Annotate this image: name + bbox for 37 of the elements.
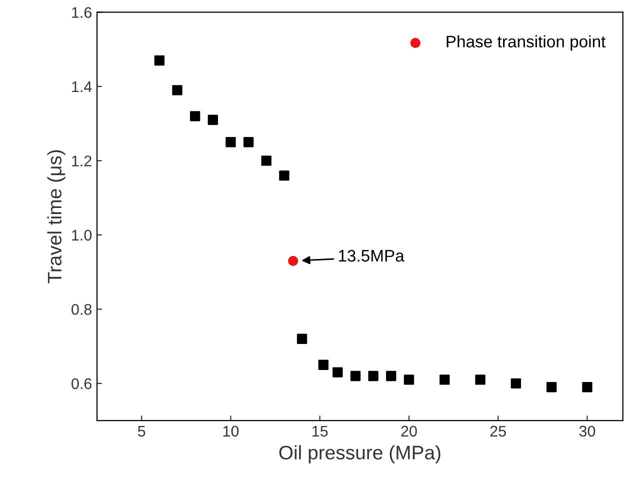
point	[296, 334, 308, 344]
x-tick-label: 10	[223, 426, 239, 437]
point	[368, 370, 378, 382]
y-tick-label: 1.4	[72, 81, 92, 92]
point	[318, 360, 328, 370]
x-tick-label: 25	[490, 426, 506, 437]
y-axis-title: Travel time (μs)	[47, 150, 66, 284]
point	[475, 374, 486, 385]
annotation: 13.5MPa	[338, 250, 404, 262]
y-tick-label: 1.2	[72, 156, 92, 166]
point	[546, 382, 557, 392]
point	[350, 370, 361, 382]
point	[288, 256, 298, 266]
point	[172, 85, 182, 96]
x-tick-label: 30	[579, 426, 596, 437]
point	[386, 370, 396, 382]
point	[582, 382, 592, 392]
x-tick-label: 15	[312, 426, 328, 437]
point	[226, 137, 236, 148]
point	[332, 367, 343, 378]
point	[243, 137, 254, 148]
point	[510, 378, 522, 389]
point	[154, 55, 165, 66]
y-tick-label: 0.6	[72, 378, 92, 390]
x-tick-label: 5	[138, 426, 146, 437]
point	[190, 111, 200, 122]
point	[279, 170, 290, 181]
legend-label: Phase transition point	[446, 35, 606, 51]
point	[440, 374, 450, 385]
point	[261, 156, 272, 166]
y-tick-label: 1.0	[72, 230, 92, 241]
point	[208, 114, 218, 125]
y-tick-label: 0.8	[72, 304, 92, 315]
x-axis-title: Oil pressure (MPa)	[279, 445, 440, 464]
x-tick-label: 20	[401, 426, 417, 437]
point	[404, 374, 414, 385]
y-tick-label: 1.6	[72, 7, 92, 18]
